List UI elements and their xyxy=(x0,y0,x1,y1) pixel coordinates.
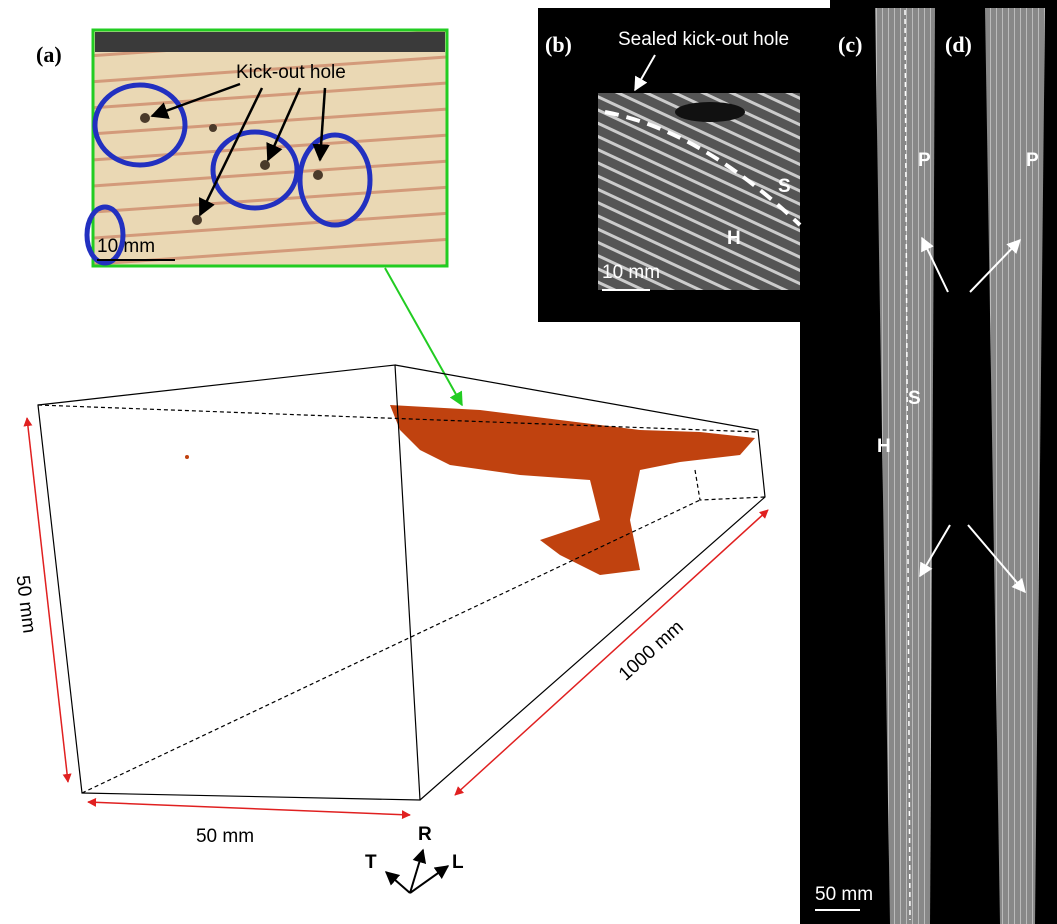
panels-cd: (c) (d) P P S H 50 mm xyxy=(800,0,1057,924)
marker-label: P xyxy=(918,150,931,171)
figure: (a) Kick-out hole 10 mm (b) Sealed kick-… xyxy=(0,0,1057,924)
region-label: S xyxy=(908,388,921,409)
panel-a: (a) Kick-out hole 10 mm xyxy=(36,30,462,405)
panel-label: (c) xyxy=(838,32,862,57)
axis-label: T xyxy=(365,852,377,873)
annotation: Sealed kick-out hole xyxy=(618,29,789,50)
axis-label: L xyxy=(452,852,464,873)
region-label: H xyxy=(727,228,741,249)
dimension-label: 50 mm xyxy=(196,826,254,847)
annotation: Kick-out hole xyxy=(236,62,346,83)
scale-label: 10 mm xyxy=(602,262,660,283)
panel-b: (b) Sealed kick-out hole S H 10 mm xyxy=(538,8,830,322)
volume: 50 mm 50 mm 1000 mm R T L xyxy=(11,365,768,893)
panel-label: (a) xyxy=(36,42,62,67)
dimension-label: 50 mm xyxy=(11,574,39,634)
orientation-axes xyxy=(386,850,448,893)
axis-label: R xyxy=(418,824,432,845)
dimension-label: 1000 mm xyxy=(615,617,688,686)
panel-label: (d) xyxy=(945,32,972,57)
decay-blobs xyxy=(185,405,755,575)
marker-label: P xyxy=(1026,150,1039,171)
panel-label: (b) xyxy=(545,32,572,57)
scale-label: 10 mm xyxy=(97,236,155,257)
ct-slice xyxy=(598,93,800,290)
scale-label: 50 mm xyxy=(815,884,873,905)
hole xyxy=(675,102,745,122)
photo-edge xyxy=(95,32,445,52)
region-label: H xyxy=(877,436,891,457)
region-label: S xyxy=(778,176,791,197)
dimension-arrows xyxy=(27,418,768,815)
